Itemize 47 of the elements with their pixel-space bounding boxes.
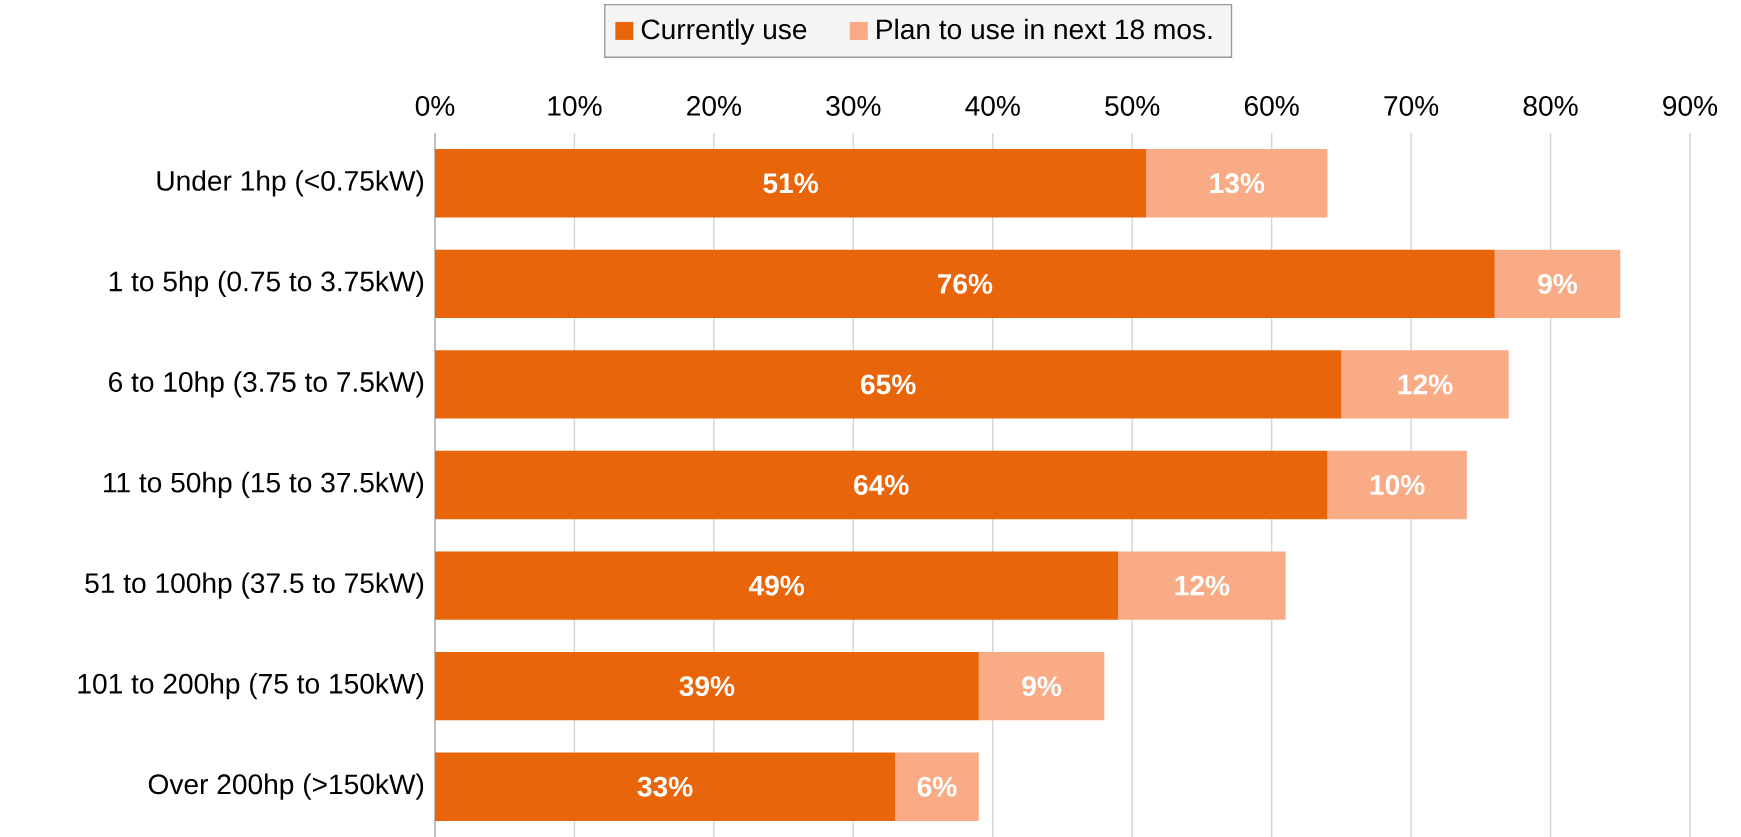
y-tick-label: Over 200hp (>150kW) bbox=[148, 773, 424, 800]
x-tick-label: 20% bbox=[687, 96, 741, 116]
bar bbox=[435, 752, 896, 821]
data-label: 12% bbox=[1398, 374, 1453, 395]
data-label: 13% bbox=[1210, 173, 1265, 194]
data-label: 10% bbox=[1370, 475, 1425, 495]
y-tick-label: 6 to 10hp (3.75 to 7.5kW) bbox=[109, 371, 424, 398]
x-tick-label: 60% bbox=[1244, 96, 1299, 116]
data-label: 9% bbox=[1538, 273, 1578, 294]
data-label: 49% bbox=[748, 575, 805, 596]
bar bbox=[1118, 551, 1286, 620]
x-tick-label: 50% bbox=[1105, 96, 1160, 116]
data-label: 64% bbox=[854, 475, 909, 495]
legend-label: Plan to use in next 18 mos. bbox=[877, 18, 1212, 40]
y-tick-label: Under 1hp (<0.75kW) bbox=[157, 170, 424, 197]
data-label: 51% bbox=[763, 173, 818, 194]
y-tick-label: 11 to 50hp (15 to 37.5kW) bbox=[104, 471, 424, 499]
x-tick-label: 0% bbox=[415, 96, 455, 116]
bar bbox=[435, 249, 1495, 319]
bar bbox=[1494, 249, 1621, 319]
x-tick-label: 30% bbox=[826, 96, 881, 116]
x-tick-label: 70% bbox=[1384, 96, 1439, 116]
y-tick-label: 101 to 200hp (75 to 150kW) bbox=[78, 673, 424, 700]
data-label: 76% bbox=[937, 273, 993, 294]
data-label: 6% bbox=[917, 776, 957, 797]
bar bbox=[1327, 450, 1467, 520]
bar bbox=[435, 350, 1342, 419]
data-label: 12% bbox=[1175, 575, 1230, 596]
bar bbox=[1146, 149, 1328, 218]
bar bbox=[435, 551, 1119, 620]
bar bbox=[435, 450, 1328, 520]
legend-label: Currently use bbox=[641, 18, 807, 45]
data-label: 65% bbox=[861, 374, 916, 395]
x-tick-label: 90% bbox=[1663, 96, 1718, 116]
x-tick-label: 40% bbox=[965, 96, 1020, 116]
bar bbox=[895, 752, 979, 821]
bar bbox=[978, 651, 1105, 721]
x-tick-label: 10% bbox=[548, 96, 602, 116]
x-tick-label: 80% bbox=[1523, 96, 1578, 116]
data-label: 33% bbox=[637, 776, 693, 797]
bar bbox=[435, 651, 979, 721]
data-label: 39% bbox=[679, 676, 735, 697]
y-tick-label: 1 to 5hp (0.75 to 3.75kW) bbox=[109, 270, 424, 297]
y-tick-label: 51 to 100hp (37.5 to 75kW) bbox=[85, 572, 424, 599]
bar bbox=[1341, 350, 1509, 419]
bar bbox=[435, 149, 1147, 218]
data-label: 9% bbox=[1022, 676, 1062, 697]
